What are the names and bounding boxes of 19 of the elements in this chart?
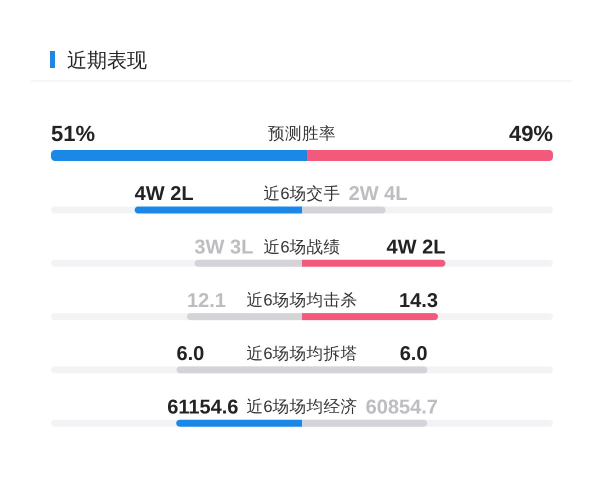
category-label: 近6场场均经济 xyxy=(246,398,358,416)
value-label: 49% xyxy=(508,120,553,146)
value-label: 51% xyxy=(51,120,96,146)
value-label: 3W 3L xyxy=(194,236,254,258)
value-label: 2W 4L xyxy=(348,183,408,206)
title: 近期表现 xyxy=(67,50,147,72)
value-label: 4W 2L xyxy=(134,183,194,206)
value-label: 4W 2L xyxy=(386,236,446,258)
category-label: 近6场场均击杀 xyxy=(246,292,358,310)
category-label: 近6场场均拆塔 xyxy=(246,344,358,363)
value-label: 12.1 xyxy=(186,290,226,312)
value-label: 14.3 xyxy=(399,290,438,312)
category-label: 近6场交手 xyxy=(263,185,341,203)
value-label: 6.0 xyxy=(400,343,428,366)
category-label: 近6场战绩 xyxy=(263,238,341,256)
value-label: 6.0 xyxy=(176,343,204,366)
category-label: 预测胜率 xyxy=(268,125,336,143)
value-label: 61154.6 xyxy=(167,396,238,418)
value-label: 60854.7 xyxy=(366,396,438,418)
